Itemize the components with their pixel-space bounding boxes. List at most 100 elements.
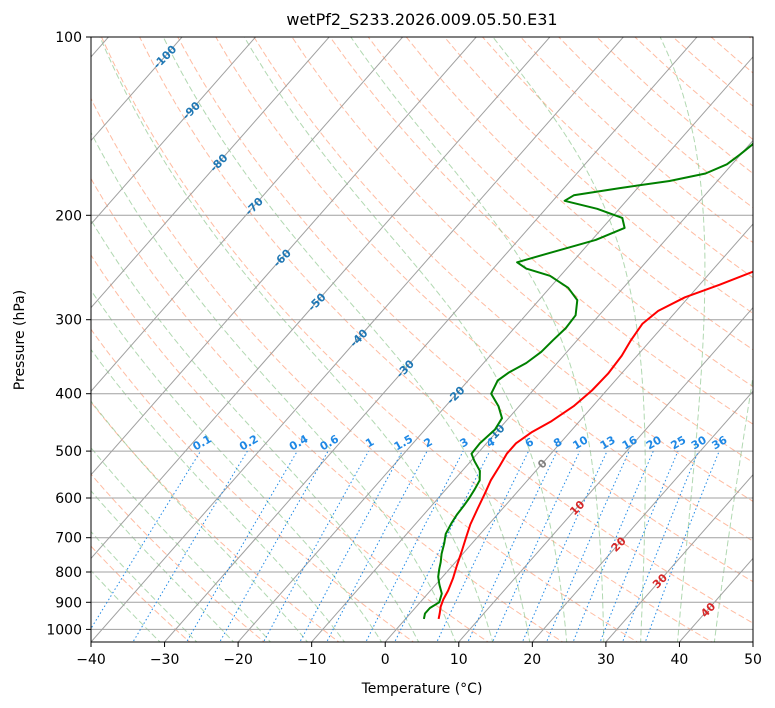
y-tick-label: 400 (55, 387, 82, 403)
dry-adiabat-line (177, 37, 753, 583)
x-tick-label: 50 (744, 652, 762, 668)
moist-adiabat-line (99, 37, 494, 642)
isotherm-line (91, 37, 404, 392)
y-axis-title: Pressure (hPa) (12, 290, 28, 390)
isotherm-line (531, 390, 753, 642)
isotherm-line (91, 37, 257, 225)
x-tick-label: 40 (670, 652, 688, 668)
mixing-ratio-line (262, 450, 370, 642)
x-tick-label: 10 (450, 652, 468, 668)
mixing-ratio-label: 16 (620, 433, 640, 452)
x-tick-label: −40 (76, 652, 106, 668)
moist-adiabat-line (492, 37, 646, 642)
mixing-ratio-line (299, 450, 403, 642)
mixing-ratio-line (572, 450, 654, 642)
background-lines (91, 37, 753, 642)
plot-frame (90, 36, 754, 643)
dewpoint-profile-line (422, 141, 753, 620)
mixing-ratio-line (186, 450, 298, 642)
chart-title: wetPf2_S233.2026.009.05.50.E31 (286, 10, 557, 30)
x-tick-label: 20 (523, 652, 541, 668)
mixing-ratio-label: 2 (422, 435, 435, 450)
dry-adiabat-line (91, 545, 191, 642)
mixing-ratio-label: 1.5 (392, 432, 415, 453)
mixing-ratio-label: 36 (710, 433, 730, 452)
x-tick-label: −10 (297, 652, 327, 668)
isotherm-line (91, 37, 183, 142)
x-axis: −40 −30 −20 −10 0 10 20 30 40 50 (76, 642, 762, 668)
dry-adiabat-line (91, 328, 415, 642)
mixing-ratio-label: 8 (551, 435, 564, 450)
y-tick-label: 600 (55, 491, 82, 507)
mixing-ratio-label: 3 (458, 435, 471, 450)
isotherm-line (458, 306, 753, 642)
x-tick-label: −20 (223, 652, 253, 668)
dry-adiabat-line (520, 37, 753, 244)
mixing-ratio-label: 0.6 (318, 432, 342, 453)
isotherm-line (163, 37, 698, 642)
y-tick-label: 900 (55, 595, 82, 611)
profiles (422, 141, 753, 620)
moist-adiabat-line (350, 37, 605, 642)
mixing-ratio-line (644, 450, 720, 642)
dry-adiabat-line (634, 37, 753, 141)
mixing-ratio-label: 1 (363, 435, 376, 450)
isotherm-line (237, 56, 753, 642)
moist-adiabat-line (91, 348, 346, 642)
isotherm-line (605, 474, 753, 642)
y-tick-label: 200 (55, 208, 82, 224)
x-axis-title: Temperature (°C) (361, 681, 483, 697)
dry-adiabat-line (558, 37, 753, 209)
isotherm-line (752, 641, 753, 642)
dry-adiabat-line (91, 254, 489, 642)
isotherm-line (91, 37, 477, 476)
mixing-ratio-label: 0.2 (237, 432, 260, 453)
y-tick-label: 800 (55, 565, 82, 581)
moist-adiabat-line (713, 373, 753, 642)
dry-adiabat-line (710, 37, 753, 74)
mixing-ratio-line (492, 450, 581, 642)
isotherm-label: -100 (151, 43, 180, 72)
isotherm-line (384, 223, 753, 642)
dry-adiabat-line (405, 37, 753, 351)
x-tick-label: 30 (597, 652, 615, 668)
moist-adiabat-line (91, 400, 309, 642)
temperature-profile-line (437, 270, 753, 620)
mixing-ratio-label: 0.1 (190, 432, 213, 453)
mixing-ratio-label: 20 (644, 433, 664, 452)
y-tick-label: 100 (55, 30, 82, 46)
isotherm-line (310, 139, 753, 642)
y-tick-label: 300 (55, 313, 82, 329)
moist-adiabat-line (243, 37, 568, 642)
mixing-ratio-labels: 0.1 0.2 0.4 0.6 1 1.5 2 3 4 6 8 10 13 16 20 25 30 36 (190, 432, 729, 453)
dry-adiabat-line (101, 37, 713, 642)
isotherm-line (91, 37, 330, 309)
y-tick-label: 500 (55, 444, 82, 460)
dry-adiabat-line (291, 37, 753, 463)
isotherm-line (91, 37, 625, 642)
mixing-ratio-line (467, 450, 558, 642)
mixing-ratio-label: 25 (669, 433, 689, 452)
mixing-ratio-line (132, 450, 248, 642)
x-tick-label: −30 (150, 652, 180, 668)
mixing-ratio-line (91, 450, 202, 630)
dry-adiabat-line (91, 97, 639, 642)
mixing-ratio-label: 13 (598, 433, 618, 452)
mixing-ratio-line (622, 450, 699, 642)
mixing-ratio-label: 0.4 (287, 432, 311, 453)
mixing-ratio-line (599, 450, 679, 642)
dry-adiabat-line (444, 37, 753, 315)
mixing-ratio-line (365, 450, 464, 642)
dry-adiabat-line (139, 37, 753, 624)
mixing-ratio-label: 30 (689, 433, 709, 452)
moist-adiabat-line (91, 289, 383, 642)
moist-adiabat-line (659, 37, 706, 642)
mixing-ratio-line (436, 450, 530, 642)
mixing-ratio-line (326, 450, 428, 642)
y-tick-label: 1000 (46, 622, 82, 638)
dry-adiabat-line (215, 37, 753, 542)
moist-adiabat-line (91, 490, 235, 642)
mixing-ratio-line (219, 450, 329, 642)
